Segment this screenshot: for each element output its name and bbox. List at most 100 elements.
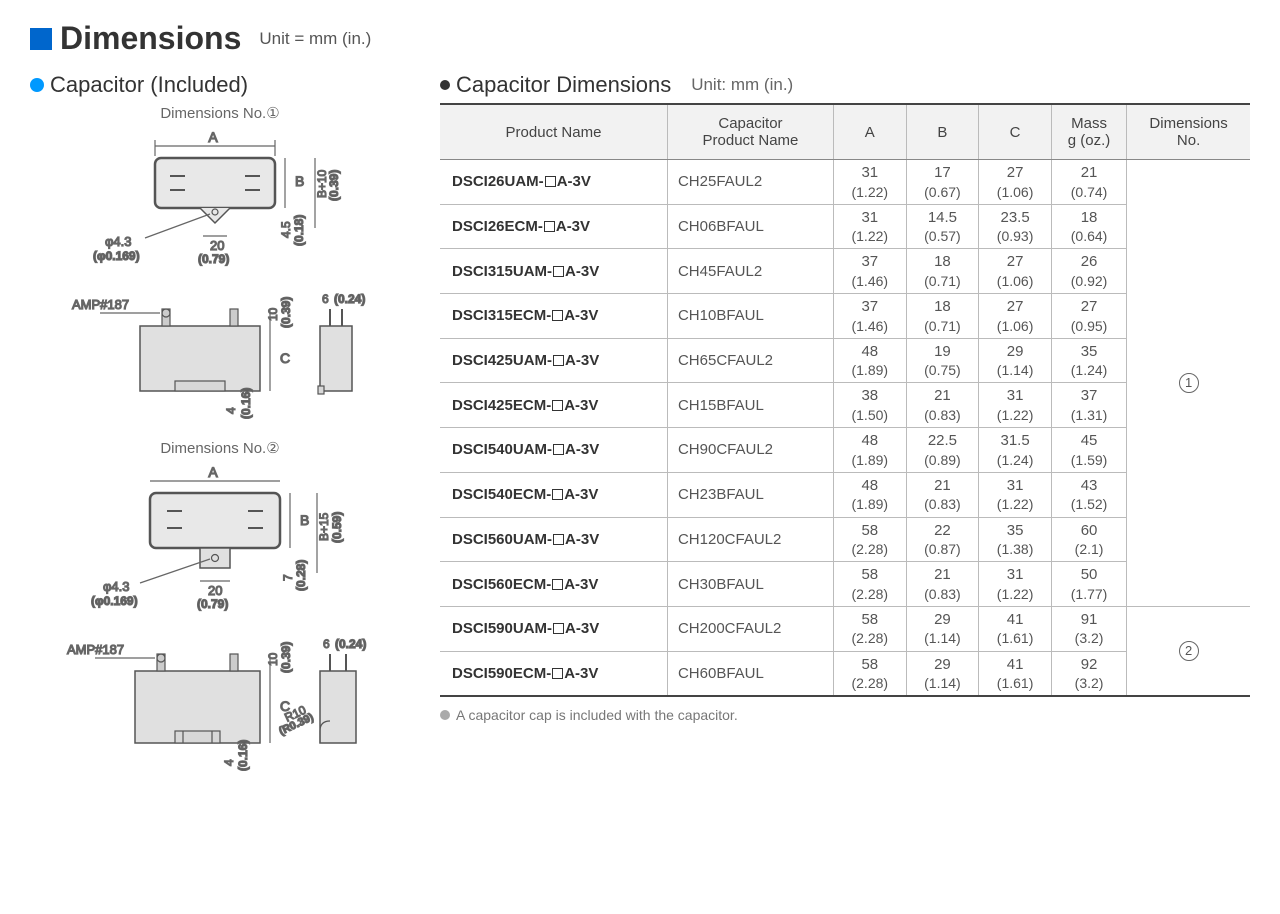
black-dot-icon: [440, 80, 450, 90]
svg-text:20: 20: [208, 583, 222, 598]
footnote-text: A capacitor cap is included with the cap…: [456, 707, 738, 723]
svg-text:4: 4: [222, 759, 236, 766]
svg-text:4: 4: [224, 407, 238, 414]
cell-m: 91(3.2): [1051, 606, 1126, 651]
svg-text:B: B: [300, 512, 309, 528]
cell-product: DSCI590ECM-A-3V: [440, 651, 667, 696]
table-row: DSCI26UAM-A-3VCH25FAUL231(1.22)17(0.67)2…: [440, 160, 1250, 205]
cell-product: DSCI560ECM-A-3V: [440, 562, 667, 607]
svg-text:6: 6: [322, 292, 329, 306]
cell-capacitor: CH45FAUL2: [667, 249, 833, 294]
cell-m: 45(1.59): [1051, 428, 1126, 473]
th-mass: Mass g (oz.): [1051, 104, 1126, 160]
cell-a: 38(1.50): [833, 383, 906, 428]
cell-b: 17(0.67): [906, 160, 979, 205]
cell-b: 21(0.83): [906, 472, 979, 517]
svg-text:(0.16): (0.16): [236, 740, 250, 771]
svg-text:6: 6: [323, 637, 330, 651]
diagram-1-side: AMP#187 10 (0.39) C 4 (0.16) 6: [30, 291, 410, 421]
cell-c: 27(1.06): [979, 249, 1052, 294]
cell-dimno: 1: [1127, 160, 1250, 607]
title-text: Dimensions: [60, 20, 241, 57]
cell-product: DSCI315UAM-A-3V: [440, 249, 667, 294]
cell-capacitor: CH06BFAUL: [667, 204, 833, 249]
cell-capacitor: CH120CFAUL2: [667, 517, 833, 562]
svg-text:(0.24): (0.24): [334, 292, 365, 306]
cell-m: 92(3.2): [1051, 651, 1126, 696]
cell-c: 31(1.22): [979, 472, 1052, 517]
cell-c: 27(1.06): [979, 294, 1052, 339]
cell-capacitor: CH23BFAUL: [667, 472, 833, 517]
cell-m: 21(0.74): [1051, 160, 1126, 205]
cell-m: 18(0.64): [1051, 204, 1126, 249]
cell-b: 29(1.14): [906, 606, 979, 651]
cell-m: 43(1.52): [1051, 472, 1126, 517]
dimensions-table: Product Name Capacitor Product Name A B …: [440, 103, 1250, 697]
cell-product: DSCI540UAM-A-3V: [440, 428, 667, 473]
cell-a: 37(1.46): [833, 249, 906, 294]
cell-a: 48(1.89): [833, 472, 906, 517]
cell-m: 35(1.24): [1051, 338, 1126, 383]
right-unit: Unit: mm (in.): [691, 75, 793, 95]
cell-product: DSCI425ECM-A-3V: [440, 383, 667, 428]
cell-b: 18(0.71): [906, 249, 979, 294]
cell-c: 41(1.61): [979, 651, 1052, 696]
svg-text:20: 20: [210, 238, 224, 253]
cell-m: 26(0.92): [1051, 249, 1126, 294]
left-subtitle-text: Capacitor (Included): [50, 72, 248, 98]
blue-dot-icon: [30, 78, 44, 92]
cell-b: 29(1.14): [906, 651, 979, 696]
cell-a: 48(1.89): [833, 338, 906, 383]
cell-a: 31(1.22): [833, 160, 906, 205]
svg-text:4.5: 4.5: [279, 221, 293, 238]
cell-c: 27(1.06): [979, 160, 1052, 205]
cell-c: 29(1.14): [979, 338, 1052, 383]
th-dimno: Dimensions No.: [1127, 104, 1250, 160]
th-b: B: [906, 104, 979, 160]
svg-text:(0.39): (0.39): [327, 170, 341, 201]
cell-a: 31(1.22): [833, 204, 906, 249]
th-c: C: [979, 104, 1052, 160]
cell-m: 37(1.31): [1051, 383, 1126, 428]
cell-capacitor: CH65CFAUL2: [667, 338, 833, 383]
cell-product: DSCI560UAM-A-3V: [440, 517, 667, 562]
cell-c: 41(1.61): [979, 606, 1052, 651]
svg-text:(φ0.169): (φ0.169): [91, 594, 138, 608]
svg-text:7: 7: [281, 574, 295, 581]
cell-b: 19(0.75): [906, 338, 979, 383]
svg-text:B: B: [295, 173, 304, 189]
cell-m: 60(2.1): [1051, 517, 1126, 562]
cell-b: 22.5(0.89): [906, 428, 979, 473]
diagram-2-side: AMP#187 10 (0.39) C 4 (0.16) R10 (R0.39)…: [30, 636, 410, 776]
cell-capacitor: CH10BFAUL: [667, 294, 833, 339]
cell-b: 21(0.83): [906, 562, 979, 607]
dim-no2-label: Dimensions No.②: [30, 439, 410, 457]
diagram-2-top: A B B+15 (0.59) 7 (0.28) 20 (0.79): [30, 463, 410, 618]
cell-a: 58(2.28): [833, 651, 906, 696]
svg-text:(0.39): (0.39): [279, 297, 293, 328]
th-product: Product Name: [440, 104, 667, 160]
svg-text:10: 10: [266, 652, 280, 666]
cell-m: 27(0.95): [1051, 294, 1126, 339]
svg-text:(0.24): (0.24): [335, 637, 366, 651]
cell-b: 22(0.87): [906, 517, 979, 562]
th-a: A: [833, 104, 906, 160]
svg-text:(0.39): (0.39): [279, 642, 293, 673]
cell-c: 31(1.22): [979, 383, 1052, 428]
cell-dimno: 2: [1127, 606, 1250, 696]
cell-a: 58(2.28): [833, 606, 906, 651]
cell-product: DSCI26ECM-A-3V: [440, 204, 667, 249]
cell-a: 58(2.28): [833, 562, 906, 607]
cell-b: 18(0.71): [906, 294, 979, 339]
cell-capacitor: CH90CFAUL2: [667, 428, 833, 473]
svg-text:B+15: B+15: [317, 512, 331, 541]
svg-text:AMP#187: AMP#187: [67, 642, 124, 657]
svg-text:(φ0.169): (φ0.169): [93, 249, 140, 263]
svg-text:φ4.3: φ4.3: [103, 579, 130, 594]
svg-text:AMP#187: AMP#187: [72, 297, 129, 312]
cell-b: 14.5(0.57): [906, 204, 979, 249]
dim-no1-label: Dimensions No.①: [30, 104, 410, 122]
svg-text:C: C: [280, 350, 290, 366]
cell-capacitor: CH30BFAUL: [667, 562, 833, 607]
cell-c: 23.5(0.93): [979, 204, 1052, 249]
